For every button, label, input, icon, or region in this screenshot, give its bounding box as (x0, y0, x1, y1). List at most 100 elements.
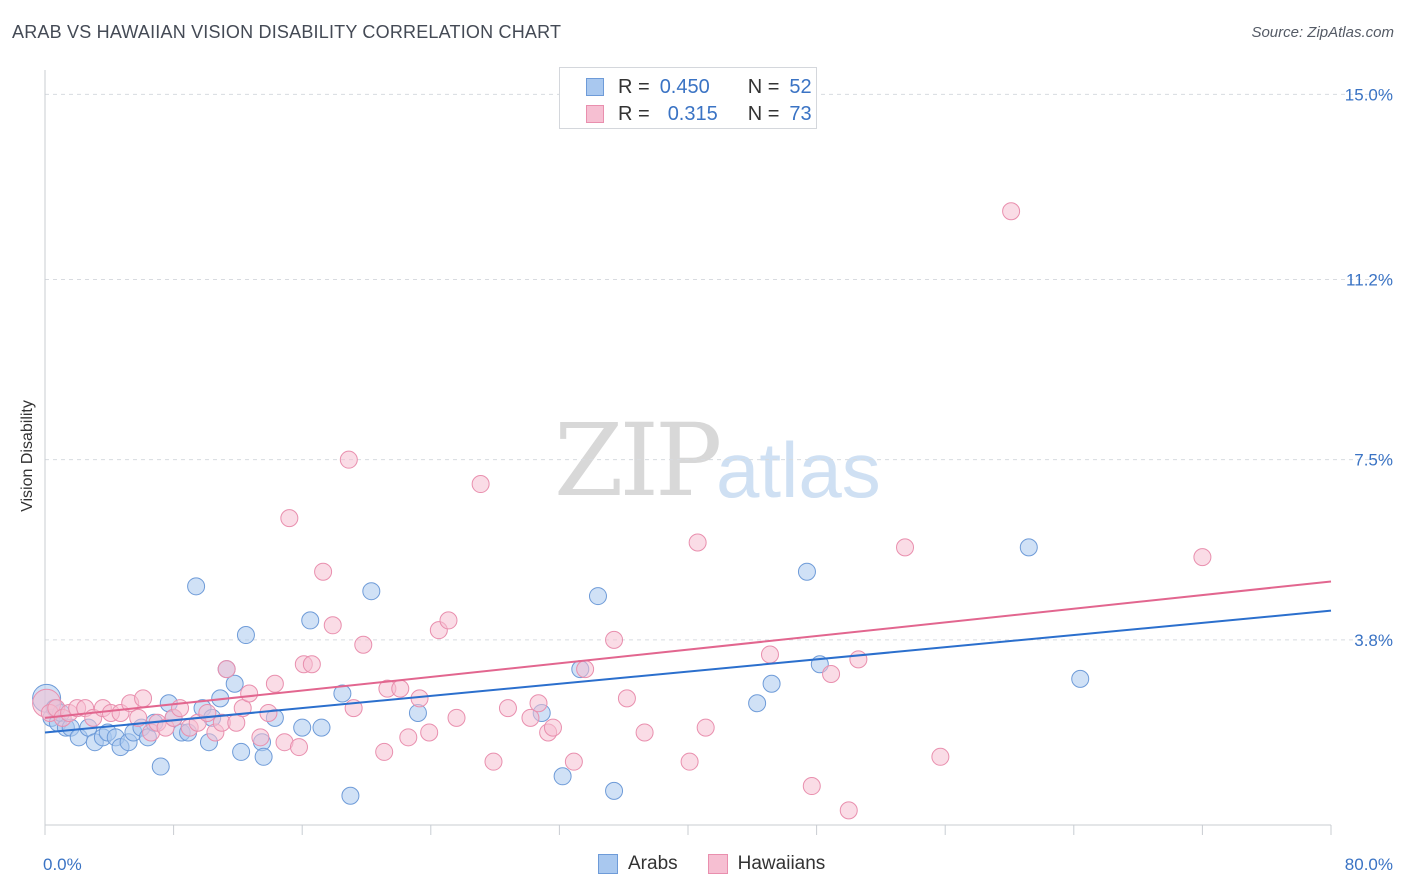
hawaiian-point (760, 645, 779, 664)
r-value-hawaiians: 0.315 (667, 102, 718, 125)
arab-point (301, 611, 320, 630)
hawaiian-point (251, 728, 270, 747)
legend-label-hawaiians: Hawaiians (737, 853, 826, 874)
series-hawaiians-points (32, 202, 1212, 820)
hawaiian-point (198, 703, 217, 722)
hawaiian-point (680, 752, 699, 771)
tick-labels: 3.8% 7.5% 11.2% 15.0% 0.0% 80.0% (43, 85, 1393, 874)
legend-item-arabs[interactable]: Arabs (598, 853, 678, 875)
arab-point (762, 674, 781, 693)
hawaiian-point (529, 694, 548, 713)
hawaiian-point (617, 689, 636, 708)
hawaiian-point (471, 475, 490, 494)
n-label: N = (747, 102, 780, 125)
hawaiian-point (391, 679, 410, 698)
hawaiian-point (339, 450, 358, 469)
series-arabs-points (32, 538, 1090, 805)
hawaiian-point (375, 742, 394, 761)
hawaiian-point (543, 718, 562, 737)
hawaiian-point (635, 723, 654, 742)
hawaiian-point (605, 630, 624, 649)
y-tick-label: 7.5% (1354, 451, 1393, 470)
r-label: R = (618, 102, 650, 125)
r-value-arabs: 0.450 (659, 75, 710, 98)
hawaiian-point (240, 684, 259, 703)
arab-point (588, 587, 607, 606)
hawaiian-point (314, 562, 333, 581)
arab-point (1019, 538, 1038, 557)
hawaiian-point (323, 616, 342, 635)
trend-line-arabs (44, 609, 1332, 734)
arab-point (187, 577, 206, 596)
hawaiian-point (521, 708, 540, 727)
hawaiian-point (259, 703, 278, 722)
arab-point (362, 582, 381, 601)
arab-point (151, 757, 170, 776)
hawaiian-point (447, 708, 466, 727)
legend-label-arabs: Arabs (628, 853, 678, 874)
hawaiian-point (576, 660, 595, 679)
hawaiian-point (354, 635, 373, 654)
arab-point (1071, 669, 1090, 688)
hawaiians-legend-swatch (707, 854, 728, 874)
arab-point (254, 747, 273, 766)
legend-item-hawaiians[interactable]: Hawaiians (707, 853, 826, 875)
legend-row-hawaiians: R = 0.315 N = 73 (586, 103, 812, 125)
hawaiians-swatch (586, 105, 604, 123)
chart-title: ARAB VS HAWAIIAN VISION DISABILITY CORRE… (12, 22, 562, 42)
hawaiian-point (265, 674, 284, 693)
y-tick-label: 11.2% (1346, 270, 1393, 289)
hawaiian-point (439, 611, 458, 630)
x-tick-label-min: 0.0% (43, 855, 82, 874)
source-label: Source: ZipAtlas.com (1251, 24, 1394, 41)
arab-point (236, 626, 255, 645)
grid-lines (45, 93, 1392, 641)
y-tick-label: 15.0% (1345, 85, 1393, 104)
hawaiian-point (498, 699, 517, 718)
hawaiian-point (822, 665, 841, 683)
x-tick-label-max: 80.0% (1345, 855, 1393, 874)
hawaiian-point (129, 708, 148, 727)
arab-point (333, 684, 352, 703)
hawaiian-point (564, 752, 583, 771)
watermark-zip: ZIP (554, 402, 722, 519)
hawaiian-point (302, 655, 321, 674)
hawaiian-point (696, 718, 715, 737)
hawaiian-point (289, 738, 308, 757)
y-tick-label: 3.8% (1354, 631, 1393, 650)
hawaiian-point (134, 689, 153, 708)
n-value-arabs: 52 (789, 75, 812, 98)
arab-point (341, 786, 360, 805)
series-legend: Arabs Hawaiians (598, 852, 855, 876)
arab-point (748, 694, 767, 713)
hawaiian-point (399, 728, 418, 747)
arab-point (605, 781, 624, 800)
hawaiian-point (280, 509, 299, 528)
n-label: N = (747, 75, 780, 98)
arabs-legend-swatch (598, 854, 618, 874)
hawaiian-point (1193, 548, 1212, 567)
hawaiian-point (839, 801, 858, 820)
hawaiian-point (896, 538, 915, 557)
trend-lines (44, 580, 1332, 734)
arab-point (553, 767, 572, 786)
hawaiian-point (931, 747, 950, 766)
arab-point (225, 674, 244, 693)
hawaiian-point (420, 723, 439, 742)
r-label: R = (618, 75, 650, 98)
arab-point (312, 718, 331, 737)
arab-point (293, 718, 312, 737)
watermark-atlas: atlas (716, 426, 881, 514)
hawaiian-point (217, 660, 236, 679)
trend-line-hawaiians (44, 580, 1332, 719)
arab-point (797, 562, 816, 581)
hawaiian-point (484, 752, 503, 771)
n-value-hawaiians: 73 (789, 102, 812, 125)
hawaiian-point (1002, 202, 1021, 221)
arab-point (232, 742, 251, 761)
hawaiian-point (802, 777, 821, 796)
correlation-legend: R = 0.450 N = 52 R = 0.315 N = 73 (559, 67, 817, 129)
hawaiian-point (849, 650, 868, 669)
hawaiian-point (688, 533, 707, 552)
